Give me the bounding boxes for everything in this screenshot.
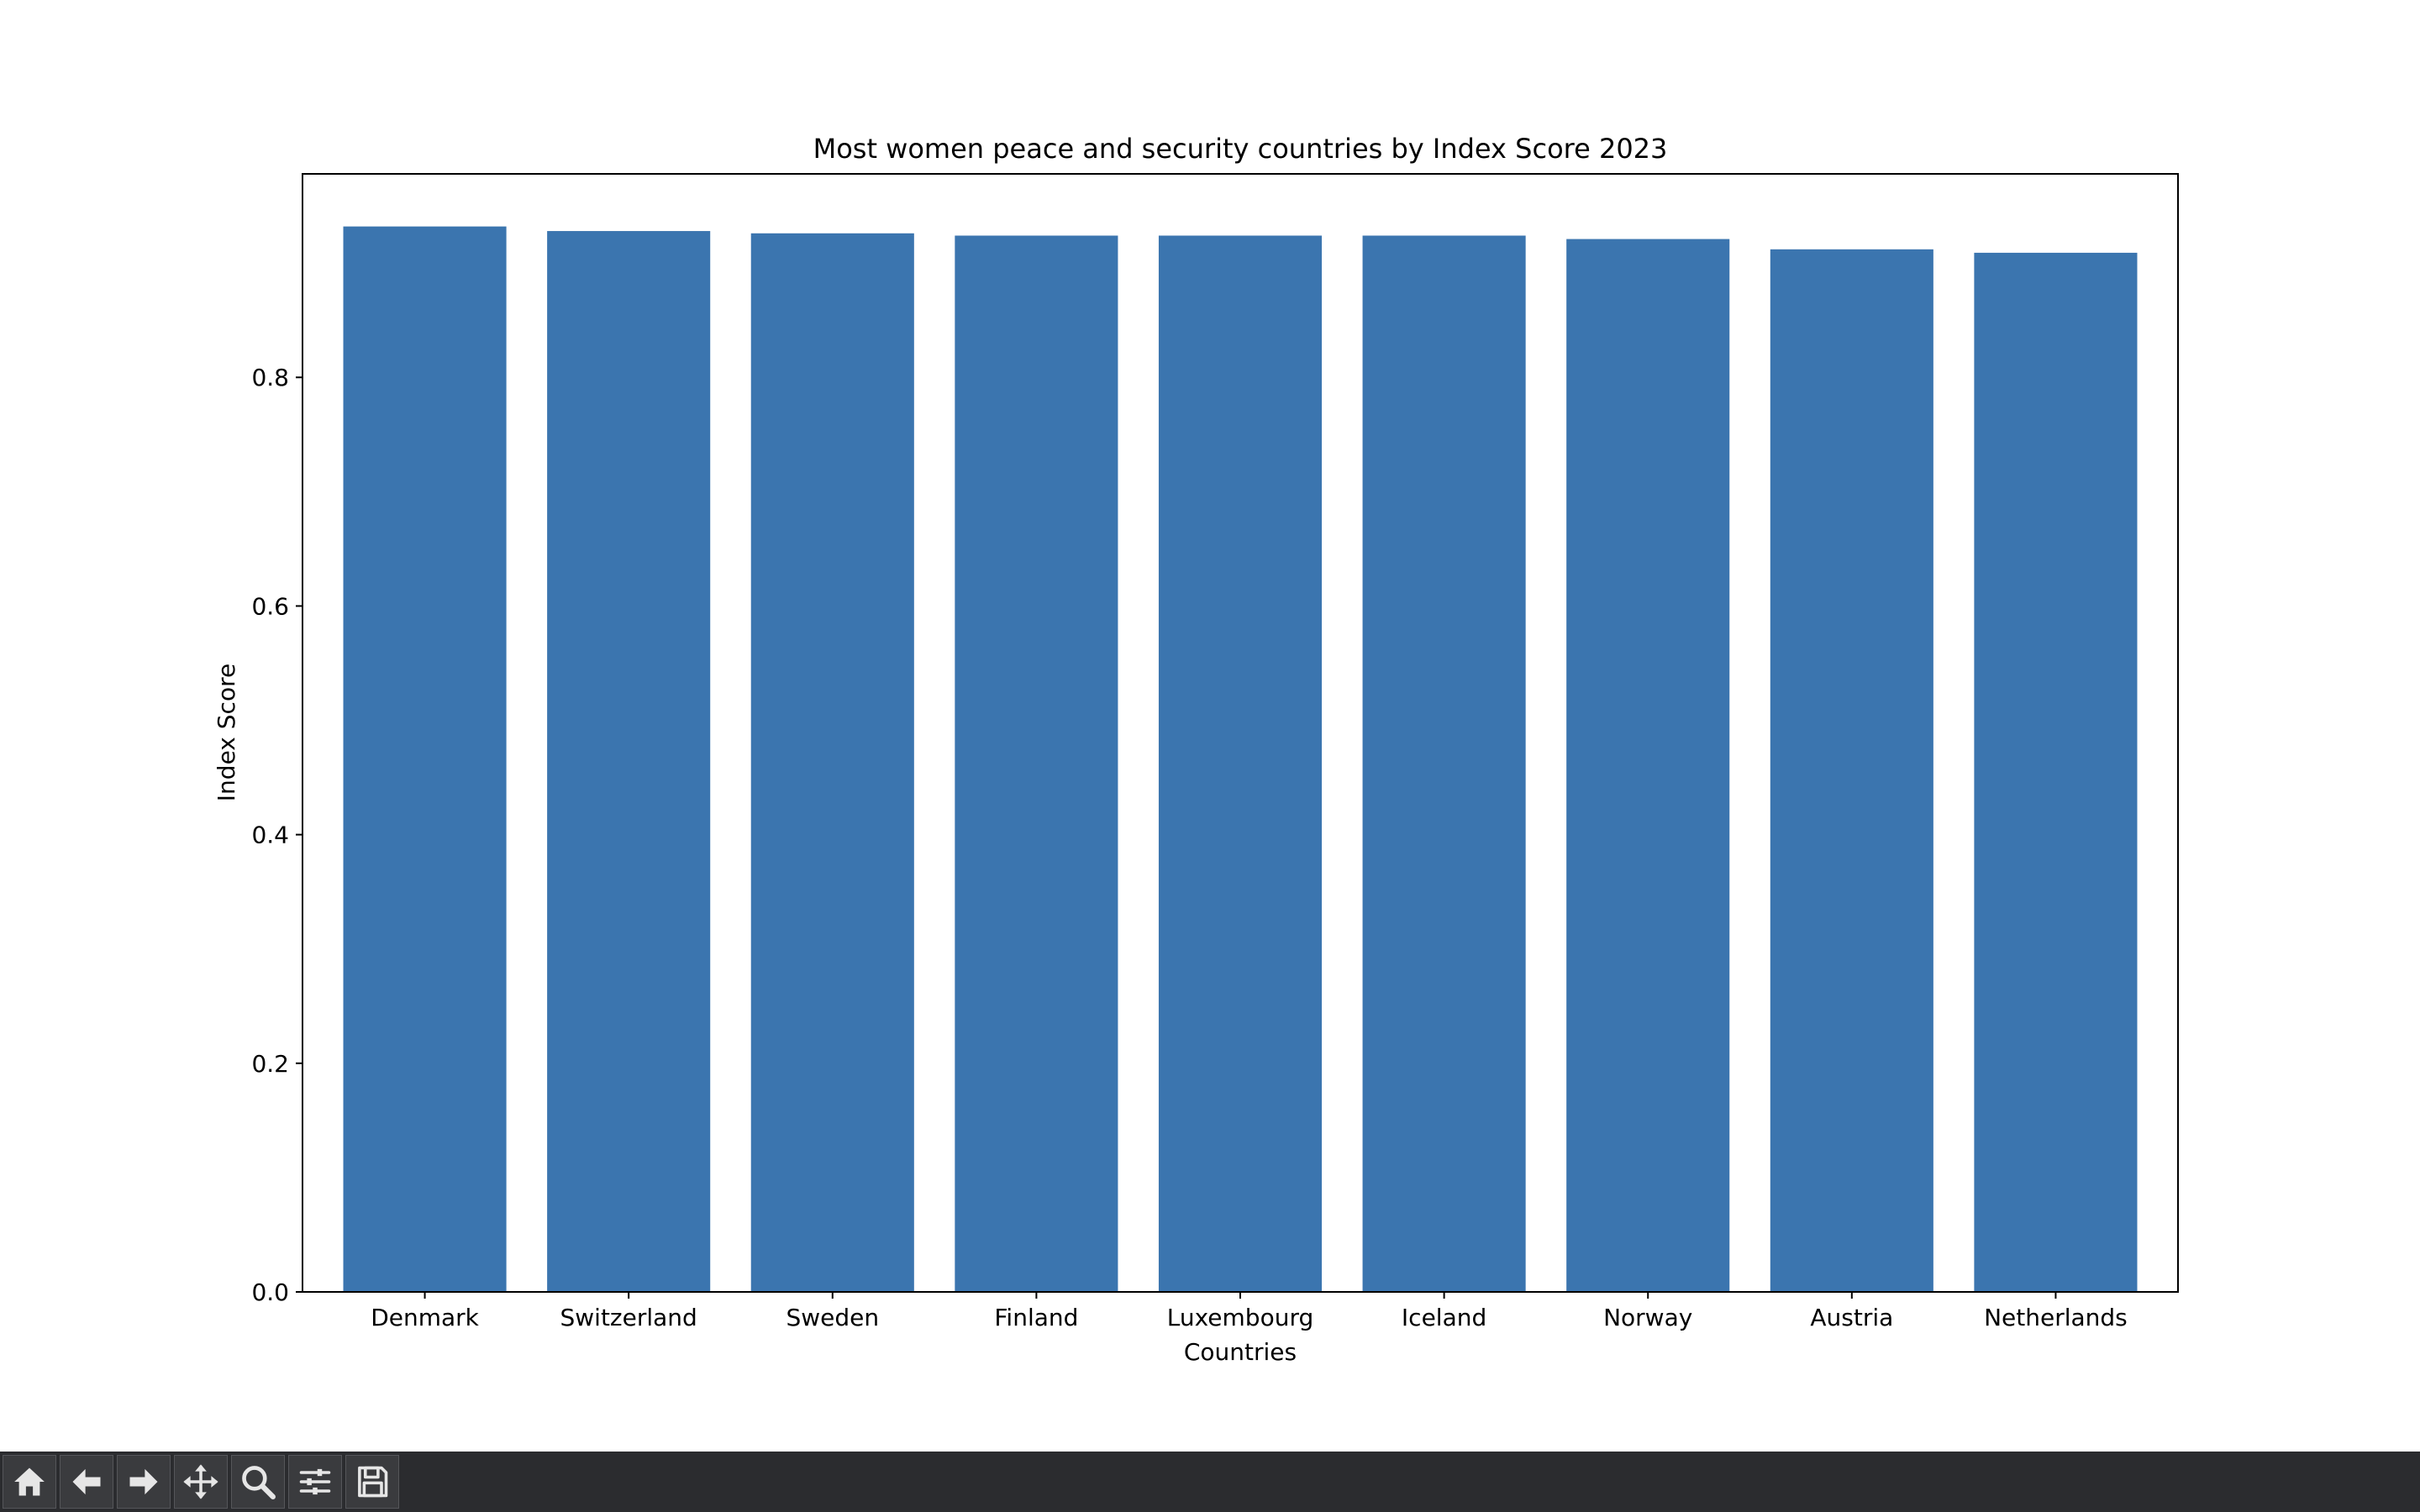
y-tick-label: 0.6	[251, 592, 289, 620]
arrow-right-icon	[129, 1468, 158, 1495]
x-axis-label: Countries	[1184, 1338, 1297, 1366]
bars-group	[343, 226, 2138, 1293]
save-button[interactable]	[345, 1455, 399, 1509]
chart-title: Most women peace and security countries …	[813, 133, 1668, 165]
zoom-button[interactable]	[231, 1455, 285, 1509]
x-tick-label: Norway	[1603, 1304, 1692, 1331]
y-tick-label: 0.8	[251, 364, 289, 391]
bar-switzerland	[547, 231, 711, 1293]
y-axis-ticks: 0.0 0.2 0.4 0.6 0.8	[251, 364, 302, 1306]
pan-button[interactable]	[174, 1455, 228, 1509]
home-icon	[14, 1467, 45, 1496]
forward-button[interactable]	[117, 1455, 171, 1509]
bar-netherlands	[1974, 252, 2138, 1292]
x-tick-label: Sweden	[786, 1304, 879, 1331]
bar-finland	[955, 235, 1118, 1293]
magnifier-icon	[242, 1466, 276, 1499]
bar-luxembourg	[1158, 235, 1323, 1293]
x-tick-label: Denmark	[371, 1304, 479, 1331]
y-tick-label: 0.4	[251, 822, 289, 849]
bar-denmark	[343, 226, 507, 1292]
bar-chart: Most women peace and security countries …	[213, 133, 2179, 1366]
x-tick-label: Austria	[1810, 1304, 1893, 1331]
x-tick-label: Luxembourg	[1167, 1304, 1314, 1331]
bar-austria	[1770, 249, 1933, 1293]
y-tick-label: 0.2	[251, 1050, 289, 1078]
x-axis-ticks: Denmark Switzerland Sweden Finland Luxembour…	[371, 1292, 2128, 1331]
back-button[interactable]	[60, 1455, 113, 1509]
x-tick-label: Netherlands	[1984, 1304, 2128, 1331]
bar-sweden	[750, 233, 914, 1292]
bar-norway	[1566, 239, 1730, 1292]
x-tick-label: Iceland	[1402, 1304, 1486, 1331]
y-axis-label: Index Score	[213, 664, 240, 801]
navigation-toolbar	[0, 1452, 2420, 1512]
configure-subplots-button[interactable]	[288, 1455, 342, 1509]
home-button[interactable]	[3, 1455, 56, 1509]
floppy-disk-icon	[358, 1466, 388, 1498]
arrow-left-icon	[72, 1468, 101, 1495]
y-tick-label: 0.0	[251, 1278, 289, 1306]
figure-canvas: Most women peace and security countries …	[213, 133, 2179, 1366]
x-tick-label: Switzerland	[560, 1304, 697, 1331]
x-tick-label: Finland	[994, 1304, 1078, 1331]
move-icon	[183, 1464, 218, 1499]
bar-iceland	[1362, 235, 1526, 1293]
sliders-icon	[299, 1468, 331, 1495]
